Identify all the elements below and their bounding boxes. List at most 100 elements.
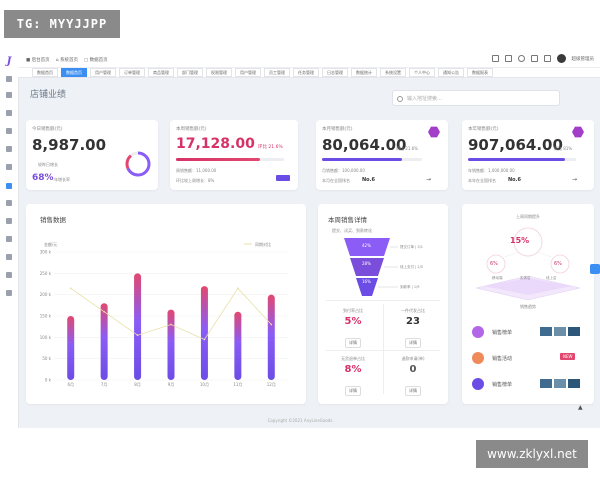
stat-cell: 退款申请(单) 0 详情 — [386, 356, 440, 396]
chart-line-point — [170, 323, 172, 326]
kpi-percent: 68% — [32, 173, 54, 183]
user-icon[interactable] — [6, 110, 12, 116]
tab-bar: 数据首页 数据首页 用户管理 订单管理 商品管理 部门管理 权限管理 用户管理 … — [18, 68, 600, 78]
avatar[interactable] — [556, 54, 566, 63]
file-icon[interactable] — [6, 164, 12, 170]
detail-button[interactable]: 详情 — [405, 386, 421, 396]
chart-title: 销售数据 — [40, 216, 66, 224]
settings-float-button[interactable] — [590, 264, 600, 274]
detail-button[interactable]: 详情 — [405, 338, 421, 348]
detail-arrow-button[interactable] — [276, 175, 290, 181]
status-dot — [472, 378, 484, 390]
tab[interactable]: 数据首页 — [32, 68, 58, 77]
search-icon[interactable] — [517, 55, 525, 62]
stat-value: 8% — [344, 364, 362, 375]
settings-icon[interactable] — [530, 55, 538, 62]
detail-button[interactable]: 详情 — [345, 338, 361, 348]
tab[interactable]: 商品管理 — [148, 68, 174, 77]
tab[interactable]: 员工管理 — [264, 68, 290, 77]
tab[interactable]: 通知公告 — [438, 68, 464, 77]
cloud-icon[interactable] — [6, 146, 12, 152]
stat-label: 一件代发占比 — [401, 308, 425, 313]
list-item[interactable]: 销售榜单 — [468, 324, 588, 340]
kpi-sub1: 年销售额：1,000,000.00 — [468, 168, 515, 173]
trend-sub-label: 实体店 — [520, 276, 531, 280]
new-badge: NEW — [560, 353, 576, 360]
page-title: 店铺业绩 — [30, 90, 67, 100]
chart-bar — [167, 309, 175, 380]
trend-bottom-label: 销售趋势 — [520, 304, 536, 309]
lock-icon[interactable] — [543, 55, 551, 62]
bell-icon[interactable] — [504, 55, 512, 62]
footer: Copyright ©2021 AnyLineGoods — [267, 418, 333, 423]
scroll-top-icon[interactable]: ▲ — [578, 404, 583, 411]
funnel-pct: 42% — [362, 243, 371, 248]
trend-sub-label: 移动端 — [492, 276, 503, 280]
chart-line-point — [203, 338, 206, 341]
network-icon[interactable] — [6, 290, 12, 296]
week-detail-title: 本周销售详情 — [328, 216, 367, 224]
stat-value: 5% — [344, 316, 362, 327]
chart-icon[interactable] — [6, 183, 12, 189]
search-input[interactable]: 输入地址搜索... — [392, 90, 560, 106]
tab-active[interactable]: 数据首页 — [61, 68, 87, 77]
tab[interactable]: 数据报表 — [467, 68, 493, 77]
breadcrumb-item[interactable]: ▢ 数据首页 — [83, 58, 108, 63]
mail-icon[interactable] — [6, 254, 12, 260]
stat-value: 23 — [406, 316, 420, 327]
progress-ring — [125, 151, 151, 177]
tab[interactable]: 数据统计 — [351, 68, 377, 77]
y-axis-label: 金额/元 — [44, 241, 57, 247]
cut-icon[interactable] — [6, 200, 12, 206]
sidebar: J — [0, 52, 19, 428]
list-item[interactable]: 销售活动 NEW — [468, 350, 588, 366]
thumbnail-images[interactable] — [540, 327, 580, 336]
detail-button[interactable]: 详情 — [345, 386, 361, 396]
arrow-right-icon[interactable]: → — [426, 176, 432, 183]
kpi-rank: No.6 — [508, 177, 521, 183]
tab[interactable]: 权限管理 — [206, 68, 232, 77]
kpi-sub: 较昨日增长 — [38, 162, 58, 167]
list-icon[interactable] — [6, 218, 12, 224]
funnel-stage-2 — [350, 258, 384, 276]
breadcrumb-item[interactable]: ⌂ 系统首页 — [55, 58, 78, 63]
kpi-value: 8,987.00 — [32, 136, 107, 154]
tab[interactable]: 用户管理 — [90, 68, 116, 77]
funnel-stage-3 — [356, 278, 378, 296]
tab[interactable]: 个人中心 — [409, 68, 435, 77]
tag-icon[interactable] — [6, 92, 12, 98]
tab[interactable]: 订单管理 — [119, 68, 145, 77]
username[interactable]: 超级管理员 — [571, 56, 595, 62]
admin-app: J ■ 后台首页 ⌂ 系统首页 ▢ 数据首页 超级管理员 — [0, 52, 600, 428]
tab[interactable]: 用户管理 — [235, 68, 261, 77]
home-icon[interactable] — [6, 76, 12, 82]
grid-icon[interactable] — [6, 128, 12, 134]
trend-sub-label: 线上店 — [546, 276, 557, 280]
kpi-card-today: 今日销售额(元) 8,987.00 较昨日增长 68% 年增长率 — [26, 120, 158, 190]
breadcrumb-item[interactable]: ■ 后台首页 — [26, 58, 50, 63]
thumbnail-images[interactable] — [540, 379, 580, 388]
top-bar: ■ 后台首页 ⌂ 系统首页 ▢ 数据首页 超级管理员 — [18, 52, 600, 68]
box-icon[interactable] — [6, 272, 12, 278]
week-detail-card: 本周销售详情 提交、试买、到款转化 42% 28% 16% 提交订单 | 3/1… — [318, 204, 448, 404]
stat-cell: 无货退单占比 8% 详情 — [326, 356, 380, 396]
trend-card: 上周同期提升 15% 6% 6% 移动端 实体店 线上店 销售趋势 销售榜单 销… — [462, 204, 594, 404]
tab[interactable]: 日志管理 — [322, 68, 348, 77]
chart-bar — [67, 316, 75, 380]
list-item[interactable]: 销售榜单 — [468, 376, 588, 392]
arrow-right-icon[interactable]: → — [572, 176, 578, 183]
sales-chart: 金额/元 同期对比 300 k 250 k 200 k 150 k 100 k 50 k 0 k… — [40, 241, 288, 387]
legend-label: 同期对比 — [255, 241, 271, 247]
tab[interactable]: 任务管理 — [293, 68, 319, 77]
tab[interactable]: 部门管理 — [177, 68, 203, 77]
funnel-stage-1 — [344, 238, 390, 256]
folder-icon[interactable] — [6, 236, 12, 242]
tab[interactable]: 系统设置 — [380, 68, 406, 77]
chart-line-point — [103, 310, 106, 313]
y-tick-label: 200 k — [40, 292, 52, 297]
fullscreen-icon[interactable] — [491, 55, 499, 62]
funnel-note: 线上支付 | 2/5 — [400, 265, 424, 269]
y-tick-label: 100 k — [40, 335, 52, 340]
chart-line-point — [69, 287, 72, 290]
sales-chart-card: 销售数据 金额/元 同期对比 300 k 250 k 200 k 150 k 100 k 50… — [26, 204, 306, 404]
